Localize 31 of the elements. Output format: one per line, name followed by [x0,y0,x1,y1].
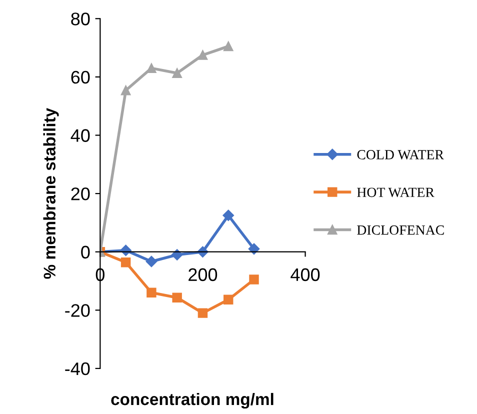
x-tick-label: 200 [188,268,218,282]
legend-label: COLD WATER [357,150,444,160]
point [224,294,234,305]
point [248,243,260,255]
point [146,63,156,74]
y-tick-label: 20 [71,187,90,200]
point [249,274,259,284]
x-axis-title: concentration mg/ml [111,392,274,409]
point [146,256,158,268]
y-tick-label: -40 [65,362,90,376]
y-axis-title: % membrane stability [43,108,59,279]
point [172,68,182,78]
point [171,249,183,260]
legend-label: DICLOFENAC [357,225,444,235]
point [198,50,208,60]
x-tick-label: 400 [290,268,320,282]
point [222,210,234,222]
point [224,41,234,52]
point [198,308,208,318]
y-tick-label: 60 [71,70,90,84]
point [146,288,156,298]
y-tick-label: 80 [71,12,90,26]
point [120,244,132,256]
y-tick-label: 40 [70,129,90,142]
point [172,292,182,302]
y-tick-label: -20 [65,304,90,317]
legend-label: HOT WATER [357,188,434,198]
point [120,257,131,268]
y-tick-label: 0 [81,246,90,259]
point [197,246,208,258]
point [120,85,131,96]
